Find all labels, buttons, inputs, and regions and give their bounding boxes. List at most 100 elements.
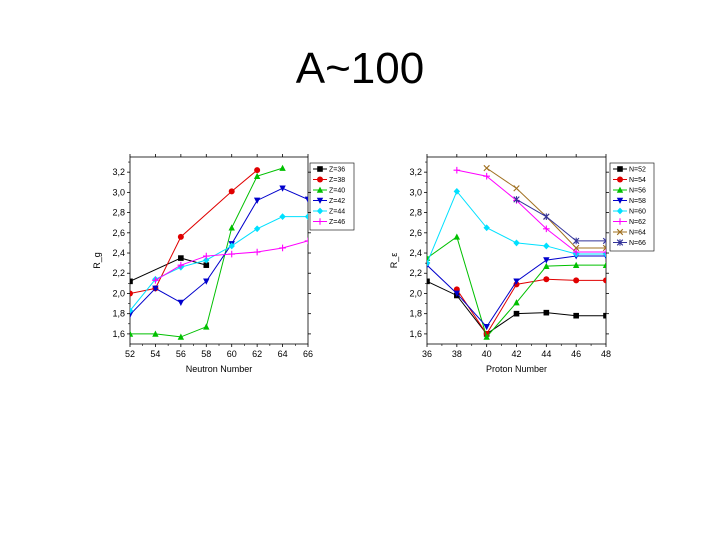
chart1-data-point [130,311,134,319]
chart2-x-tick-label: 44 [541,349,551,359]
chart2-data-point [427,278,430,285]
chart2-legend-entry: N=54 [613,176,646,184]
chart1-x-tick-label: 56 [176,349,186,359]
chart1-y-tick-label: 2,2 [112,268,125,278]
chart1-series-z-40 [130,164,286,340]
chart2-data-point [543,242,550,250]
chart2-data-point [543,257,550,264]
chart2-series-n-62 [453,166,606,256]
chart1-data-point [203,256,210,264]
chart2-data-point [427,254,431,261]
chart2-legend-label: N=60 [629,209,646,216]
chart2-x-tick-label: 42 [511,349,521,359]
chart1-plot-frame [129,156,309,345]
chart2-data-point [483,172,490,180]
chart2-legend-label: N=64 [629,230,646,237]
chart1-data-point [304,237,308,245]
chart1-y-axis-label: R_g [92,252,102,269]
chart2-data-point [603,277,606,284]
chart2-data-point [602,261,606,268]
chart1-data-point [177,261,185,269]
chart2-data-point [513,310,520,317]
chart1-y-tick-label: 2,6 [112,228,125,238]
chart2-legend-label: N=52 [629,167,646,174]
chart1-legend-marker [317,166,323,172]
chart1-series-z-44 [130,213,308,315]
chart2-data-point [453,166,461,174]
chart2-legend-entry: N=58 [613,197,646,205]
chart1-series-z-42 [130,185,308,319]
chart1-data-point [279,213,286,221]
chart2-legend-entry: N=64 [613,228,646,237]
chart2-legend-box [609,162,655,252]
chart1-x-tick-label: 64 [278,349,288,359]
chart2-series-n-64 [483,164,606,252]
chart2-data-point [543,262,550,269]
chart1-legend-marker [317,176,323,183]
chart2-legend-marker [616,228,624,236]
chart1-data-point [228,250,236,258]
chart2-series-line [486,167,606,249]
chart2-data-point [453,233,461,240]
chart2-data-point [513,299,520,306]
chart2-data-point [453,187,461,195]
chart1-legend-label: Z=38 [329,177,345,184]
chart2-data-point [572,248,580,256]
chart2-data-point [483,164,490,172]
chart1-y-tick-label: 3,2 [112,167,125,177]
chart1-data-point [177,333,185,340]
chart1-legend-marker [316,218,324,225]
chart2-y-tick-label: 3,0 [409,187,422,197]
chart2-data-point [513,196,520,203]
chart1-y-tick-label: 2,4 [112,248,125,258]
chart1-x-tick-label: 54 [150,349,160,359]
chart1-legend-box [309,162,355,231]
chart2-data-point [543,213,550,220]
chart1-legend-entry: Z=46 [313,218,345,226]
chart1-data-point [152,285,159,292]
chart2-legend-entry: N=66 [613,239,646,247]
chart1-data-point [130,330,134,337]
chart1-legend-marker [316,207,324,215]
chart1-y-tick-label: 2,0 [112,288,125,298]
chart1-legend-entry: Z=40 [313,186,345,195]
slide-title: A~100 [295,44,425,93]
chart1-legend-entry: Z=36 [313,166,345,174]
chart2-legend-entry: N=62 [613,218,646,226]
chart1-legend-marker [316,186,324,193]
chart2-data-point [543,309,550,316]
chart1-data-point [253,172,261,180]
chart1-y-tick-label: 3,0 [112,187,125,197]
chart1-data-point [279,244,286,252]
chart1-data-point [228,188,235,195]
chart2-legend-label: N=66 [629,240,646,247]
chart2-series-n-56 [427,233,606,340]
chart1-data-point [177,299,185,306]
chart2-data-point [602,244,606,252]
chart2-data-point [573,277,580,284]
chart2-series-line [456,169,606,253]
chart2-data-point [543,276,550,283]
chart1-data-point [130,290,133,297]
chart1-y-tick-label: 2,8 [112,208,125,218]
chart2-legend-entry: N=56 [613,186,646,195]
chart2-data-point [513,278,520,285]
chart2-data-point [602,248,606,256]
chart2-legend-label: N=62 [629,219,646,226]
chart1-series-line [130,187,308,316]
chart2-x-tick-label: 40 [482,349,492,359]
chart1-group: 52 54 56 58 60 62 64 66 1,6 1,8 2,0 2,2 2,4 2,6 2,8 3,0… [92,154,355,374]
chart2-legend-marker [616,197,624,204]
chart2-data-point [453,290,461,297]
chart1-data-point [203,278,210,285]
chart2-y-tick-label: 1,6 [409,329,422,339]
chart2-legend-marker [616,218,624,225]
chart2-x-tick-label: 48 [601,349,611,359]
chart1-data-point [304,196,308,203]
chart2-legend-entry: N=60 [613,207,646,216]
chart2-legend-label: N=58 [629,198,646,205]
chart2-y-tick-label: 2,8 [409,208,422,218]
chart2-y-axis-label: R_ε [389,253,399,269]
chart2-data-point [573,312,579,319]
chart2-data-point [483,324,490,331]
